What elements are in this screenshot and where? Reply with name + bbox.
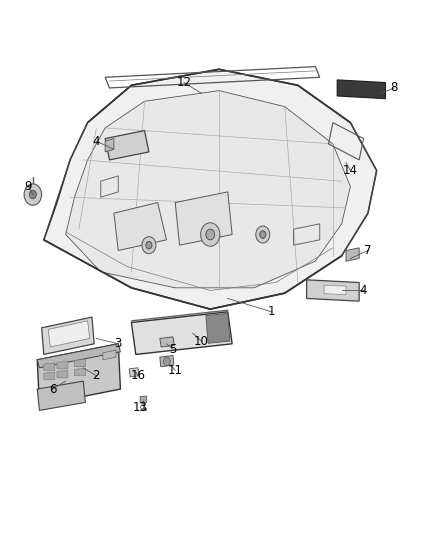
Circle shape — [201, 223, 220, 246]
Circle shape — [163, 357, 170, 366]
Circle shape — [260, 231, 266, 238]
Text: 12: 12 — [177, 76, 191, 89]
Polygon shape — [175, 192, 232, 245]
Polygon shape — [57, 361, 68, 369]
Polygon shape — [44, 372, 55, 379]
Polygon shape — [44, 69, 377, 309]
Polygon shape — [105, 131, 149, 160]
Text: 9: 9 — [25, 180, 32, 193]
Circle shape — [24, 184, 42, 205]
Polygon shape — [42, 317, 94, 354]
Text: 8: 8 — [391, 82, 398, 94]
Circle shape — [29, 190, 36, 199]
Text: 14: 14 — [343, 164, 358, 177]
Polygon shape — [74, 359, 85, 367]
Polygon shape — [66, 91, 350, 288]
Circle shape — [206, 229, 215, 240]
Text: 7: 7 — [364, 244, 372, 257]
Text: 5: 5 — [170, 343, 177, 356]
Polygon shape — [103, 350, 116, 360]
Text: 4: 4 — [92, 135, 100, 148]
Text: 10: 10 — [194, 335, 209, 348]
Polygon shape — [131, 312, 232, 354]
Polygon shape — [57, 370, 68, 378]
Text: 6: 6 — [49, 383, 57, 395]
Polygon shape — [141, 408, 146, 410]
Circle shape — [256, 226, 270, 243]
Polygon shape — [37, 381, 85, 410]
Polygon shape — [140, 396, 147, 403]
Text: 4: 4 — [360, 284, 367, 297]
Polygon shape — [105, 139, 114, 152]
Polygon shape — [307, 280, 359, 301]
Circle shape — [142, 237, 156, 254]
Polygon shape — [48, 321, 90, 347]
Polygon shape — [346, 248, 359, 261]
Text: 2: 2 — [92, 369, 100, 382]
Text: 11: 11 — [168, 364, 183, 377]
Polygon shape — [160, 356, 174, 367]
Polygon shape — [160, 337, 174, 347]
Polygon shape — [206, 313, 230, 343]
Polygon shape — [337, 80, 385, 99]
Polygon shape — [74, 368, 85, 376]
Circle shape — [146, 241, 152, 249]
Polygon shape — [324, 285, 346, 295]
Polygon shape — [114, 203, 166, 251]
Text: 16: 16 — [131, 369, 145, 382]
Text: 3: 3 — [115, 337, 122, 350]
Polygon shape — [37, 344, 120, 405]
Polygon shape — [129, 368, 139, 377]
Text: 13: 13 — [133, 401, 148, 414]
Text: 1: 1 — [268, 305, 276, 318]
Polygon shape — [37, 344, 120, 368]
Polygon shape — [44, 363, 55, 370]
